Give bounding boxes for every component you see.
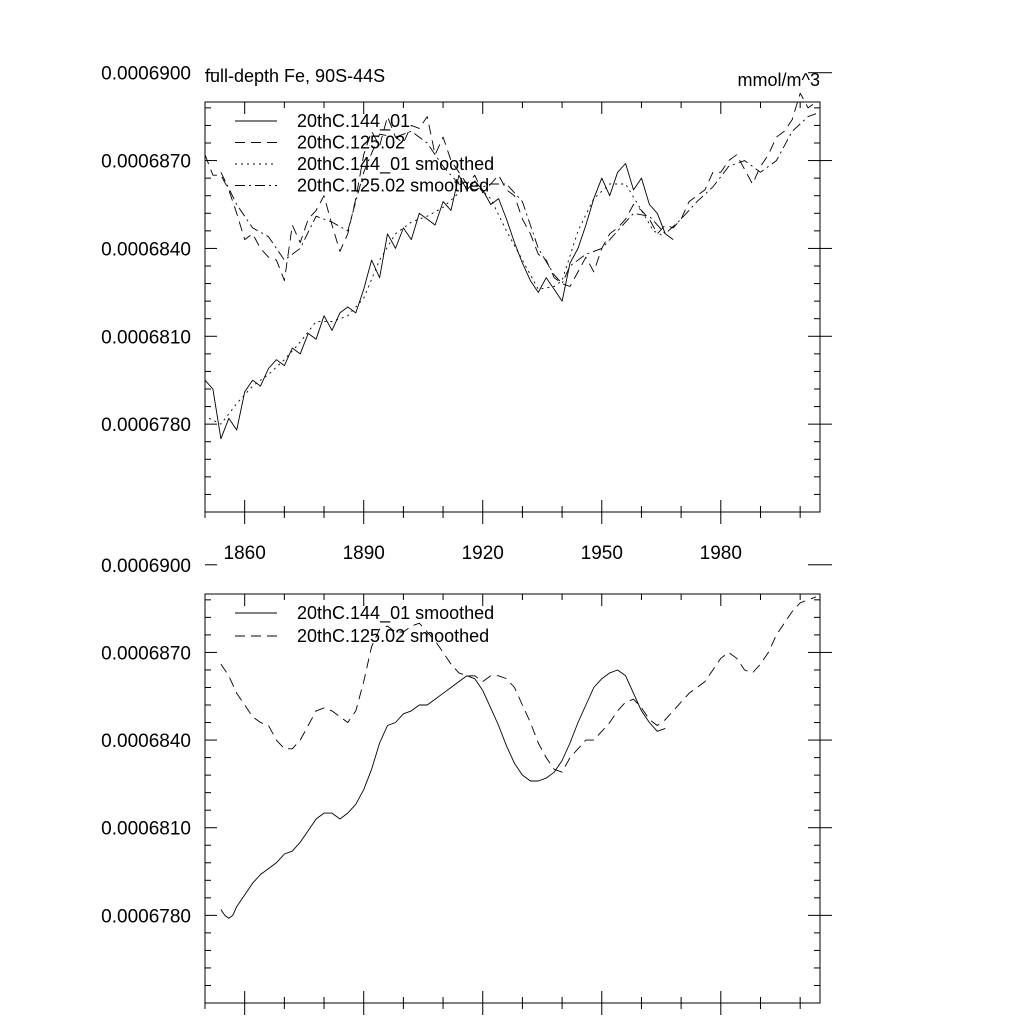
y-tick-label: 0.0006840 xyxy=(101,731,191,752)
series-line-2 xyxy=(204,92,817,287)
top-panel: full-depth Fe, 90S-44S mmol/m^3 1860 1890… xyxy=(101,64,832,564)
y-tick-label: 0.0006780 xyxy=(101,415,191,436)
series-line-2 xyxy=(220,596,817,773)
legend-label: 20thC.125.02 smoothed xyxy=(297,626,489,646)
chart-title: full-depth Fe, 90S-44S xyxy=(205,66,385,86)
series-line-4 xyxy=(220,113,817,285)
x-tick-label: 1980 xyxy=(700,543,742,564)
y-tick-label: 0.0006870 xyxy=(101,152,191,173)
y-tick-label: 0.0006810 xyxy=(101,819,191,840)
plot-frame xyxy=(204,593,821,1004)
y-tick-label: 0.0006900 xyxy=(101,64,191,85)
legend-label: 20thC.144_01 xyxy=(297,111,410,132)
plot-frame xyxy=(204,101,821,513)
series-line-1 xyxy=(220,669,666,919)
y-tick-label: 0.0006900 xyxy=(101,556,191,577)
x-tick-label: 1920 xyxy=(462,543,504,564)
series-line-3 xyxy=(208,183,666,425)
y-tick-label: 0.0006810 xyxy=(101,327,191,348)
y-tick-label: 0.0006840 xyxy=(101,239,191,260)
y-tick-label: 0.0006870 xyxy=(101,643,191,664)
units-label: mmol/m^3 xyxy=(738,70,820,90)
legend-label: 20thC.125.02 xyxy=(297,133,405,153)
legend-label: 20thC.125.02 smoothed xyxy=(297,176,489,196)
legend-label: 20thC.144_01 smoothed xyxy=(297,154,494,175)
legend-label: 20thC.144_01 smoothed xyxy=(297,603,494,624)
y-tick-label: 0.0006780 xyxy=(101,906,191,927)
series-line-1 xyxy=(204,163,674,440)
x-tick-label: 1890 xyxy=(343,543,385,564)
bottom-panel: 0.0006780 0.0006810 0.0006840 0.0006870 0.00… xyxy=(101,556,832,1015)
x-tick-label: 1950 xyxy=(581,543,623,564)
x-tick-label: 1860 xyxy=(224,543,266,564)
